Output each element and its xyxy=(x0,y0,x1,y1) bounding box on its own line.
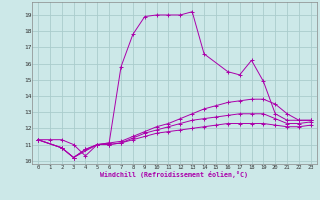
X-axis label: Windchill (Refroidissement éolien,°C): Windchill (Refroidissement éolien,°C) xyxy=(100,171,248,178)
